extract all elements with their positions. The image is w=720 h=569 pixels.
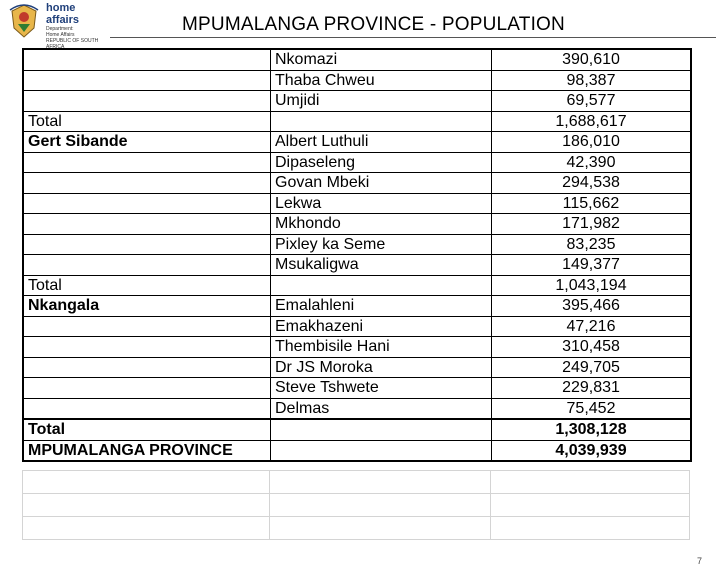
population-cell: 42,390 [491,151,692,173]
table-row: Emakhazeni 47,216 [22,315,692,337]
table-row: Mkhondo 171,982 [22,213,692,235]
municipality-cell: Albert Luthuli [270,131,492,153]
empty-grid [22,470,690,540]
table-row: MPUMALANGA PROVINCE 4,039,939 [22,439,692,462]
district-cell [22,254,271,276]
municipality-cell: Nkomazi [270,48,492,71]
district-cell [22,213,271,235]
table-row: Total 1,688,617 [22,110,692,132]
district-cell [22,356,271,378]
district-cell [22,90,271,112]
department-logo: home affairs Department: Home Affairs RE… [6,2,110,50]
municipality-cell: Lekwa [270,192,492,214]
municipality-cell: Steve Tshwete [270,377,492,399]
table-row: Lekwa 115,662 [22,192,692,214]
district-cell [22,336,271,358]
logo-line-3: Home Affairs [46,32,75,38]
municipality-cell: Dr JS Moroka [270,356,492,378]
population-cell: 229,831 [491,377,692,399]
table-row: Thembisile Hani 310,458 [22,336,692,358]
municipality-cell [270,439,492,462]
district-cell: Total [22,274,271,296]
district-cell: Total [22,110,271,132]
municipality-cell [270,274,492,296]
logo-title: home affairs [46,2,80,26]
district-cell [22,315,271,337]
population-cell: 75,452 [491,397,692,420]
population-cell: 69,577 [491,90,692,112]
municipality-cell [270,110,492,132]
header-divider [110,37,716,38]
population-table: Nkomazi 390,610 Thaba Chweu 98,387 Umjidi 69,… [22,48,692,462]
table-row: Thaba Chweu 98,387 [22,69,692,91]
municipality-cell: Emalahleni [270,295,492,317]
municipality-cell [270,418,492,441]
table-row: Total 1,043,194 [22,274,692,296]
population-cell: 1,043,194 [491,274,692,296]
population-cell: 171,982 [491,213,692,235]
municipality-cell: Pixley ka Seme [270,233,492,255]
empty-row [22,470,690,494]
municipality-cell: Mkhondo [270,213,492,235]
empty-row [22,493,690,517]
district-cell: MPUMALANGA PROVINCE [22,439,271,462]
district-cell [22,233,271,255]
municipality-cell: Emakhazeni [270,315,492,337]
municipality-cell: Msukaligwa [270,254,492,276]
municipality-cell: Delmas [270,397,492,420]
district-cell [22,172,271,194]
table-row: Delmas 75,452 [22,397,692,420]
population-cell: 310,458 [491,336,692,358]
table-row: Msukaligwa 149,377 [22,254,692,276]
table-row: Umjidi 69,577 [22,90,692,112]
population-cell: 115,662 [491,192,692,214]
population-cell: 47,216 [491,315,692,337]
table-row: Nkomazi 390,610 [22,48,692,71]
table-row: Dipaseleng 42,390 [22,151,692,173]
coat-of-arms-icon [9,4,39,38]
table-row: Nkangala Emalahleni 395,466 [22,295,692,317]
table-row: Govan Mbeki 294,538 [22,172,692,194]
logo-line-4: REPUBLIC OF SOUTH AFRICA [46,38,99,50]
population-cell: 186,010 [491,131,692,153]
logo-line-2: Department: [46,26,74,32]
district-cell [22,192,271,214]
district-cell: Nkangala [22,295,271,317]
district-cell [22,151,271,173]
page-number: 7 [697,556,703,566]
municipality-cell: Thembisile Hani [270,336,492,358]
population-cell: 390,610 [491,48,692,71]
table-row: Pixley ka Seme 83,235 [22,233,692,255]
population-cell: 294,538 [491,172,692,194]
table-row: Steve Tshwete 229,831 [22,377,692,399]
municipality-cell: Govan Mbeki [270,172,492,194]
district-cell [22,69,271,91]
population-cell: 83,235 [491,233,692,255]
empty-row [22,516,690,540]
population-cell: 249,705 [491,356,692,378]
population-cell: 1,308,128 [491,418,692,441]
table-row: Dr JS Moroka 249,705 [22,356,692,378]
district-cell [22,397,271,420]
municipality-cell: Dipaseleng [270,151,492,173]
table-row: Total 1,308,128 [22,418,692,441]
population-cell: 1,688,617 [491,110,692,132]
municipality-cell: Thaba Chweu [270,69,492,91]
district-cell: Total [22,418,271,441]
page-title: MPUMALANGA PROVINCE - POPULATION [182,14,565,35]
population-cell: 98,387 [491,69,692,91]
district-cell: Gert Sibande [22,131,271,153]
district-cell [22,377,271,399]
population-cell: 4,039,939 [491,439,692,462]
district-cell [22,48,271,71]
population-cell: 149,377 [491,254,692,276]
table-row: Gert Sibande Albert Luthuli 186,010 [22,131,692,153]
municipality-cell: Umjidi [270,90,492,112]
population-cell: 395,466 [491,295,692,317]
